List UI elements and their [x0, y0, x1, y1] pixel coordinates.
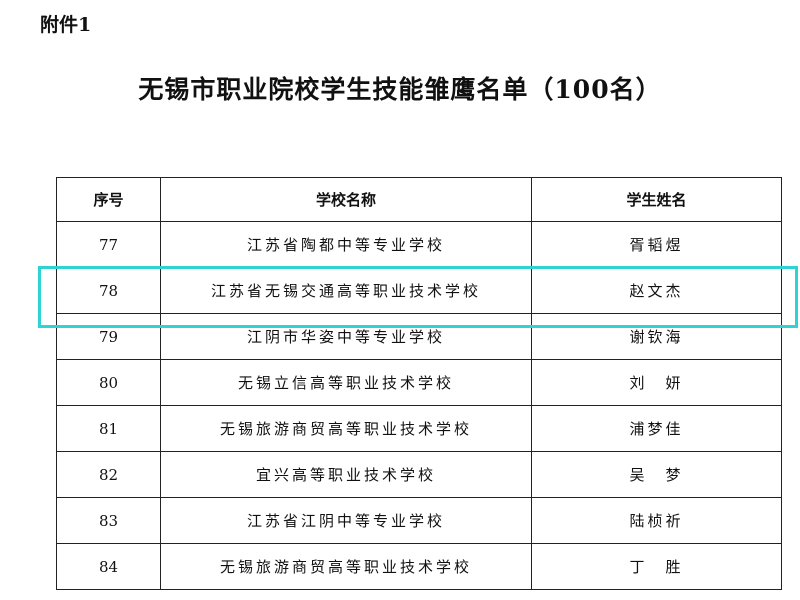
school-name: 江苏省陶都中等专业学校	[160, 221, 532, 268]
header-student: 学生姓名	[531, 177, 782, 222]
table-row: 82 宜兴高等职业技术学校吴 梦	[56, 451, 782, 498]
highlight-box	[38, 266, 798, 328]
table-row: 77 江苏省陶都中等专业学校 胥韬煜	[56, 221, 782, 268]
row-number: 81	[56, 405, 161, 452]
row-number: 79	[56, 313, 161, 360]
table-row: 79 江阴市华姿中等专业学校 谢钦海	[56, 313, 782, 360]
table-header-row: 序号 学校名称 学生姓名	[56, 177, 782, 222]
table-row: 83 江苏省江阴中等专业学校 陆桢祈	[56, 497, 782, 544]
row-number: 83	[56, 497, 161, 544]
school-name: 无锡旅游商贸高等职业技术学校	[160, 405, 532, 452]
header-number: 序号	[56, 177, 161, 222]
school-name: 无锡立信高等职业技术学校	[160, 359, 532, 406]
table-row: 81 无锡旅游商贸高等职业技术学校 浦梦佳	[56, 405, 782, 452]
school-name: 宜兴高等职业技术学校	[160, 451, 532, 498]
student-name: 丁 胜	[531, 543, 782, 590]
school-name: 江阴市华姿中等专业学校	[160, 313, 532, 360]
school-name: 江苏省无锡交通高等职业技术学校	[160, 267, 532, 314]
student-name: 刘 妍	[531, 359, 782, 406]
school-name: 无锡旅游商贸高等职业技术学校	[160, 543, 532, 590]
table-row: 80 无锡立信高等职业技术学校刘 妍	[56, 359, 782, 406]
header-school: 学校名称	[160, 177, 532, 222]
row-number: 78	[56, 267, 161, 314]
student-name: 陆桢祈	[531, 497, 782, 544]
row-number: 77	[56, 221, 161, 268]
row-number: 82	[56, 451, 161, 498]
student-name: 胥韬煜	[531, 221, 782, 268]
page-title: 无锡市职业院校学生技能雏鹰名单（100名）	[138, 75, 662, 104]
row-number: 84	[56, 543, 161, 590]
student-list-table: 序号 学校名称 学生姓名 77 江苏省陶都中等专业学校 胥韬煜 78 江苏省无锡交通高等…	[56, 177, 782, 590]
student-name: 谢钦海	[531, 313, 782, 360]
student-name: 浦梦佳	[531, 405, 782, 452]
attachment-label: 附件1	[40, 14, 92, 36]
table-row: 78 江苏省无锡交通高等职业技术学校 赵文杰	[56, 267, 782, 314]
student-name: 吴 梦	[531, 451, 782, 498]
row-number: 80	[56, 359, 161, 406]
table-row: 84 无锡旅游商贸高等职业技术学校丁 胜	[56, 543, 782, 590]
school-name: 江苏省江阴中等专业学校	[160, 497, 532, 544]
